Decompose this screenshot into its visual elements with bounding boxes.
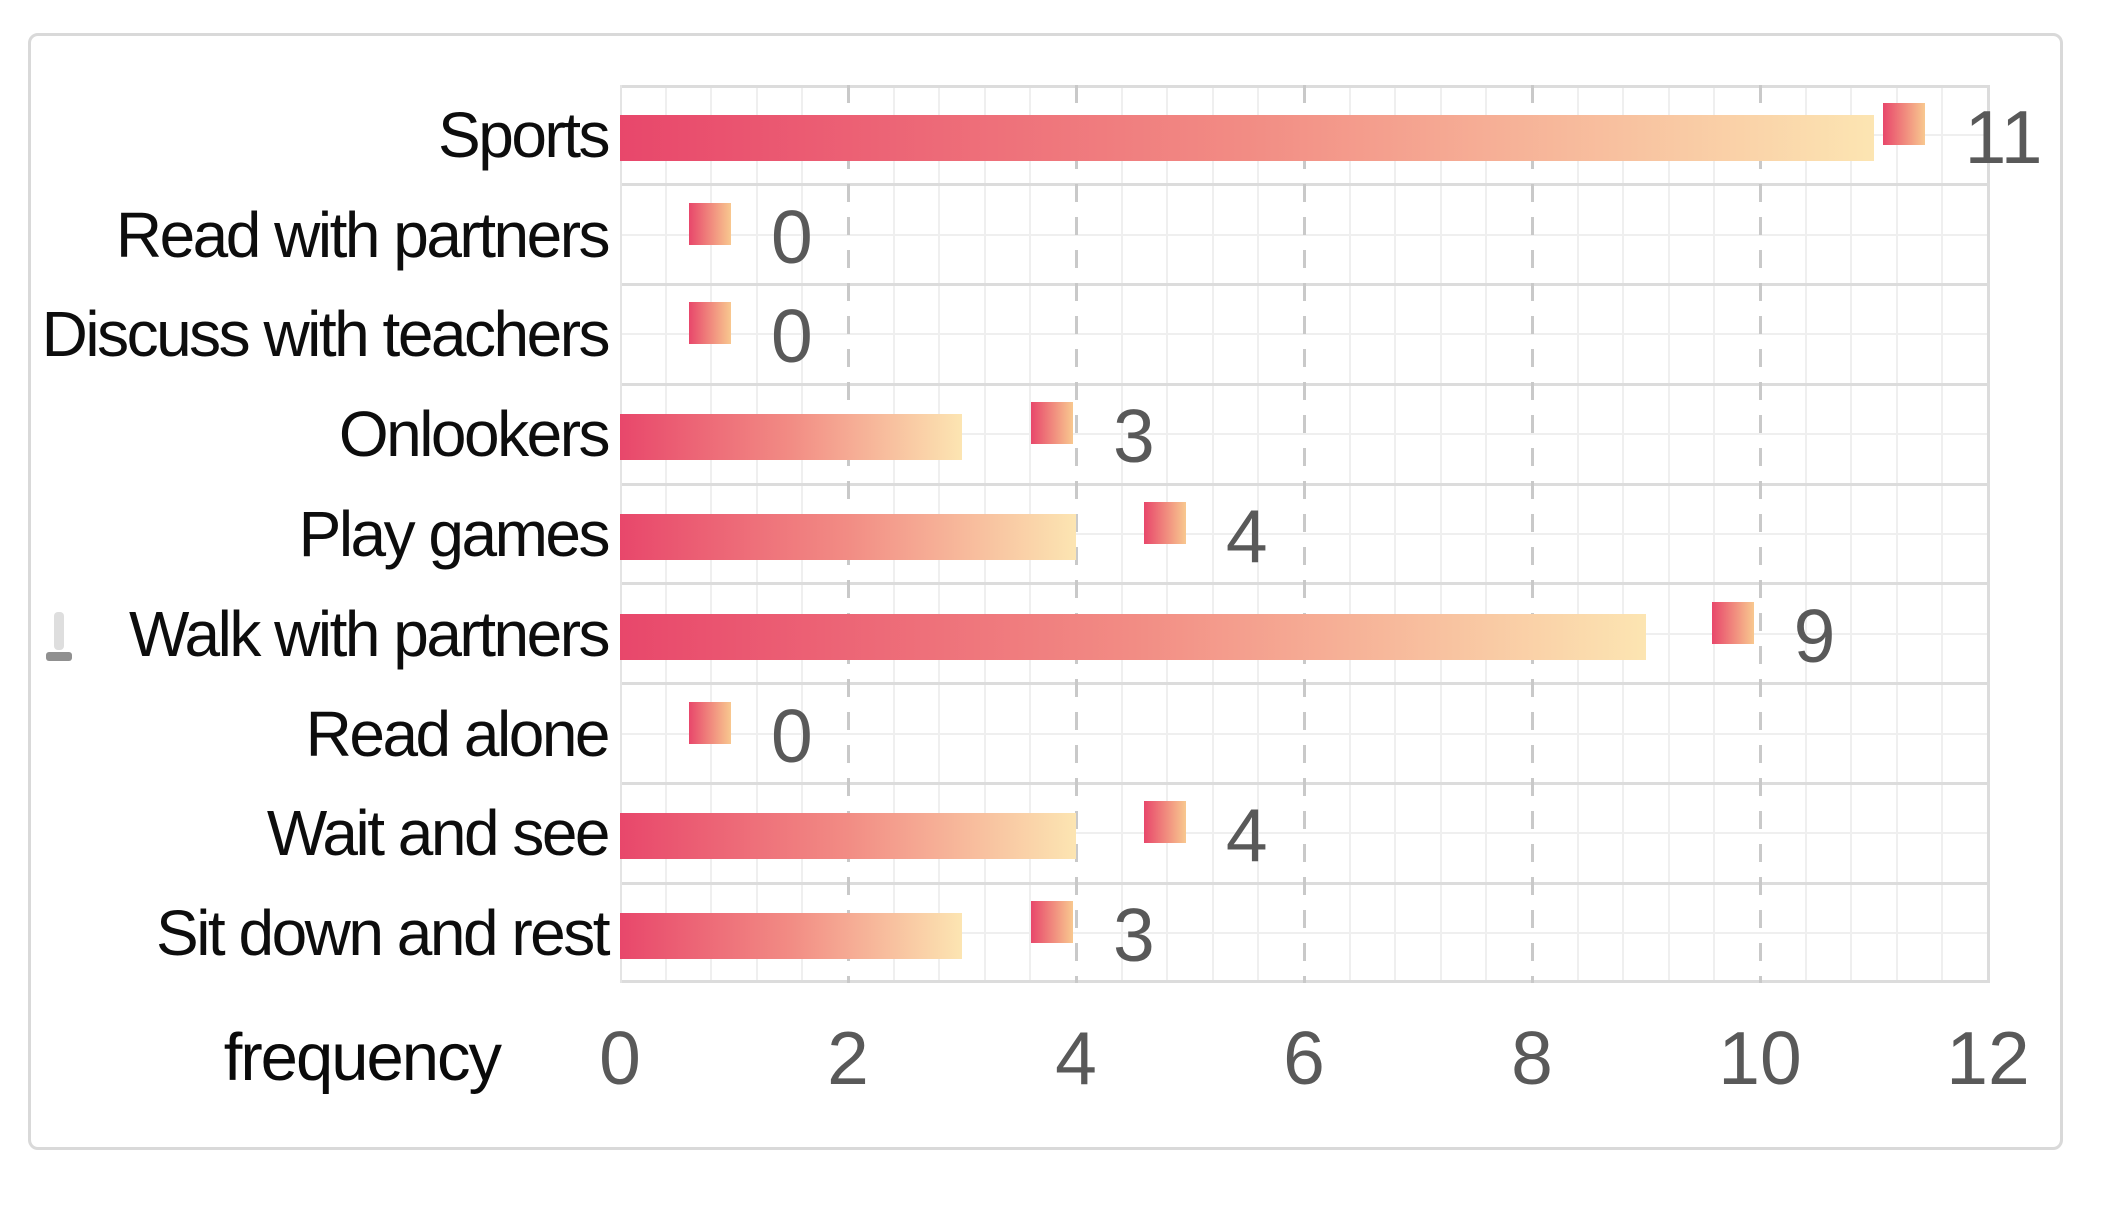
value-label: 3	[1113, 394, 1155, 479]
x-tick-label: 12	[1946, 1016, 2030, 1100]
bar-end-marker	[1143, 801, 1186, 844]
gridline-major-vertical-dashed	[1758, 85, 1762, 983]
x-tick-label: 6	[1283, 1016, 1325, 1100]
category-label: Read alone	[305, 697, 611, 770]
category-label: Walk with partners	[129, 597, 611, 670]
bar	[620, 813, 1076, 860]
category-label: Onlookers	[338, 398, 611, 471]
value-label: 0	[771, 294, 813, 379]
category-label: Wait and see	[266, 797, 611, 870]
bar-end-marker	[689, 302, 732, 345]
bar-end-marker	[1711, 601, 1754, 644]
category-label: Sit down and rest	[156, 897, 611, 970]
category-label: Discuss with teachers	[41, 298, 611, 371]
x-tick-label: 0	[599, 1016, 641, 1100]
bar-end-marker	[689, 202, 732, 245]
clipped-label-artifact	[46, 612, 84, 662]
value-label: 0	[771, 693, 813, 778]
value-label: 11	[1964, 94, 2043, 179]
bar-end-marker	[689, 701, 732, 744]
value-label: 9	[1793, 593, 1836, 678]
gridline-major-vertical-dashed	[1074, 85, 1078, 983]
x-tick-label: 2	[827, 1016, 869, 1100]
bar	[620, 913, 962, 960]
artifact-dash	[46, 652, 72, 661]
value-label: 3	[1113, 893, 1155, 978]
bar	[620, 414, 962, 461]
bar-end-marker	[1031, 402, 1074, 445]
gridline-major-vertical-dashed	[1530, 85, 1534, 983]
value-label: 4	[1225, 793, 1268, 878]
gridline-x-max	[1986, 85, 1990, 983]
bar-end-marker	[1882, 102, 1925, 145]
bar-end-marker	[1143, 502, 1186, 544]
x-tick-label: 4	[1055, 1016, 1097, 1100]
chart-frame	[28, 33, 2063, 1150]
category-label: Read with partners	[115, 198, 611, 271]
bar	[620, 514, 1076, 560]
artifact-fragment	[54, 612, 64, 650]
value-label: 4	[1225, 494, 1268, 578]
x-tick-label: 10	[1718, 1016, 1802, 1100]
value-label: 0	[771, 194, 813, 279]
x-axis-title: frequency	[223, 1020, 502, 1095]
category-label: Sports	[438, 98, 610, 171]
bar-end-marker	[1031, 901, 1074, 944]
category-label: Play games	[298, 498, 611, 570]
gridline-major-vertical-dashed	[1302, 85, 1306, 983]
bar	[620, 114, 1874, 161]
bar	[620, 613, 1646, 660]
x-tick-label: 8	[1511, 1016, 1553, 1100]
